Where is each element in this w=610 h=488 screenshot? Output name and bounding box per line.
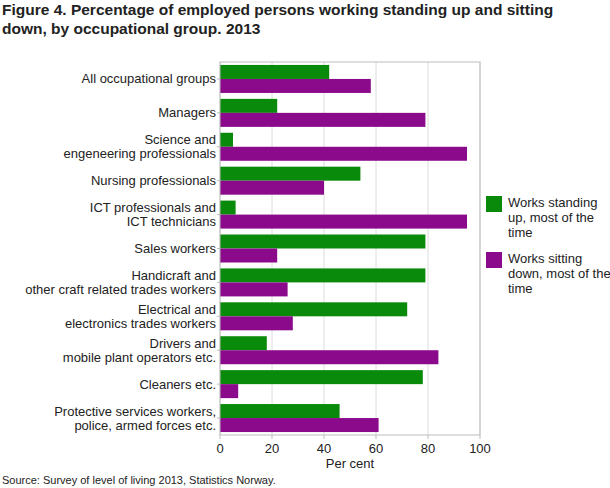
bar [220,336,267,350]
bar [220,282,288,296]
bar [220,302,407,316]
y-tick [217,282,220,283]
bar [220,201,236,215]
bar [220,147,467,161]
bar [220,167,360,181]
y-tick [217,214,220,215]
bar [220,65,329,79]
x-tick [220,435,221,439]
category-label: Nursing professionals [91,173,217,188]
bar [220,99,277,113]
bar [220,350,438,364]
x-tick [272,435,273,439]
bar [220,268,425,282]
bar [220,79,371,93]
bar [220,316,293,330]
y-tick [217,350,220,351]
category-label: Science andengeneering professionals [64,132,217,161]
y-tick [217,418,220,419]
category-label: Managers [158,105,216,120]
source-note: Source: Survey of level of living 2013, … [2,474,276,486]
bar [220,370,423,384]
legend-label: Works standing up, most of the time [508,195,610,240]
category-label: Sales workers [134,241,216,256]
y-tick [217,112,220,113]
bar [220,249,277,263]
x-axis-label: Per cent [326,456,375,471]
bar [220,235,425,249]
bar [220,384,238,398]
legend-swatch [486,196,502,212]
x-tick-label: 60 [369,441,383,456]
category-label: ICT professionals andICT technicians [90,200,217,229]
x-tick-label: 80 [421,441,435,456]
x-tick [376,435,377,439]
x-tick [428,435,429,439]
bar [220,181,324,195]
legend-label: Works sitting down, most of the time [508,251,610,296]
y-tick [217,316,220,317]
y-tick [217,384,220,385]
bar [220,113,425,127]
y-tick [217,180,220,181]
x-tick-label: 0 [216,441,223,456]
grid-line [428,62,429,435]
bars [220,65,467,432]
chart-title: Figure 4. Percentage of employed persons… [2,0,602,38]
legend-swatch [486,252,502,268]
x-tick-label: 100 [469,441,491,456]
bar [220,215,467,229]
category-label: Drivers andmobile plant operators etc. [63,336,216,365]
plot-frame [220,62,480,435]
x-tick [324,435,325,439]
bar [220,404,340,418]
category-label: Handicraft andother craft related trades… [25,268,216,297]
chart-svg: All occupational groups Managers Science a… [0,0,610,488]
category-label: Electrical andelectronics trades workers [65,302,216,331]
x-tick-label: 20 [265,441,279,456]
bar [220,418,379,432]
x-tick [480,435,481,439]
y-tick [217,248,220,249]
category-label: Protective services workers,police, arme… [54,404,216,433]
y-tick [217,146,220,147]
category-label: Cleaners etc. [139,377,216,392]
bar [220,133,233,147]
x-tick-label: 40 [317,441,331,456]
category-label: All occupational groups [82,71,217,86]
y-tick [217,78,220,79]
